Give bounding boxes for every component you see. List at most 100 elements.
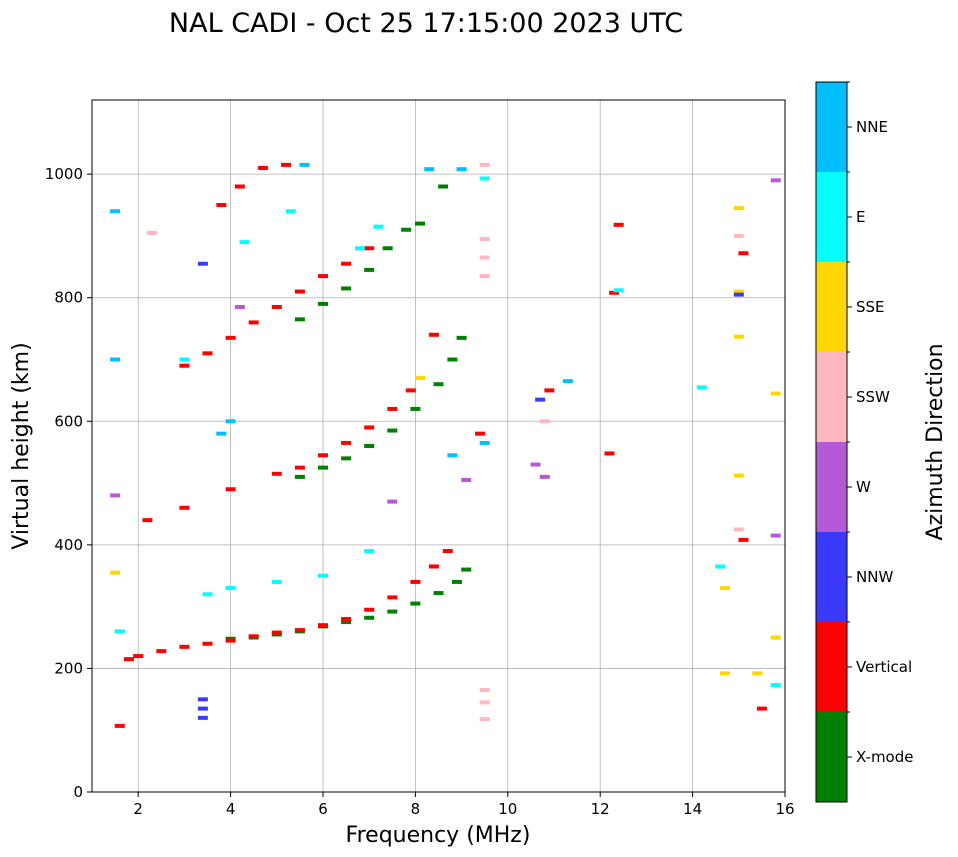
echo-point-vertical xyxy=(225,487,236,492)
echo-point-xmode xyxy=(341,620,352,625)
x-tick-label: 6 xyxy=(318,800,328,818)
echo-point-vertical xyxy=(202,351,213,356)
echo-point-xmode xyxy=(387,609,398,614)
echo-point-nne xyxy=(110,209,121,214)
echo-point-xmode xyxy=(364,267,375,272)
echo-point-sse xyxy=(770,635,781,640)
echo-point-e xyxy=(114,629,125,634)
y-axis-label: Virtual height (km) xyxy=(9,342,34,549)
x-tick-label: 14 xyxy=(683,800,702,818)
colorbar-tick-label: NNE xyxy=(856,118,888,136)
echo-point-nne xyxy=(299,162,310,167)
echo-point-vertical xyxy=(364,246,375,251)
echo-point-vertical xyxy=(271,304,282,309)
echo-point-ssw xyxy=(539,419,550,424)
echo-point-e xyxy=(318,573,328,578)
echo-point-vertical xyxy=(756,706,767,711)
echo-point-vertical xyxy=(114,723,125,728)
echo-point-ssw xyxy=(479,688,490,693)
echo-point-w xyxy=(539,474,550,479)
y-tick-label: 1000 xyxy=(45,165,83,183)
echo-point-vertical xyxy=(428,332,439,337)
colorbar-tick-label: W xyxy=(856,478,871,496)
x-tick-label: 10 xyxy=(498,800,517,818)
echo-point-vertical xyxy=(738,251,749,256)
echo-point-nne xyxy=(562,379,573,384)
echo-point-vertical xyxy=(179,644,190,649)
echo-point-vertical xyxy=(179,505,190,510)
echo-point-vertical xyxy=(225,335,236,340)
echo-point-xmode xyxy=(382,246,393,251)
echo-point-vertical xyxy=(271,471,282,476)
x-tick-label: 8 xyxy=(411,800,421,818)
echo-point-xmode xyxy=(456,335,467,340)
y-axis-ticks: 0 200 400 600 800 1000 xyxy=(45,165,92,801)
colorbar-tick-label: E xyxy=(856,208,865,226)
echo-point-xmode xyxy=(341,456,352,461)
echo-point-vertical xyxy=(410,579,421,584)
x-axis-ticks: 2 4 6 8 10 12 14 16 xyxy=(133,792,795,818)
echo-point-e xyxy=(715,564,726,569)
echo-point-w xyxy=(110,493,121,498)
echo-point-xmode xyxy=(387,428,398,433)
echo-point-e xyxy=(770,683,781,688)
echo-point-xmode xyxy=(318,465,328,470)
echo-point-e xyxy=(373,224,384,229)
echo-point-ssw xyxy=(479,162,490,167)
echo-point-vertical xyxy=(364,607,375,612)
echo-point-vertical xyxy=(318,623,328,628)
colorbar-swatch-nne xyxy=(816,82,847,172)
echo-point-sse xyxy=(770,391,781,396)
echo-point-xmode xyxy=(433,382,444,387)
echo-point-xmode xyxy=(294,317,305,322)
echo-point-vertical xyxy=(738,537,749,542)
echo-point-sse xyxy=(415,376,426,381)
colorbar-swatch-ssw xyxy=(816,352,847,442)
echo-point-xmode xyxy=(318,301,328,306)
colorbar-tick-label: X-mode xyxy=(856,748,913,766)
echo-point-e xyxy=(225,586,236,591)
plot-frame xyxy=(91,99,786,793)
echo-point-vertical xyxy=(318,453,328,458)
echo-point-xmode xyxy=(341,286,352,291)
echo-point-w xyxy=(770,533,781,538)
echo-point-e xyxy=(271,579,282,584)
echo-point-sse xyxy=(110,570,121,575)
colorbar-tick-label: NNW xyxy=(856,568,893,586)
echo-point-xmode xyxy=(415,221,426,226)
echo-point-vertical xyxy=(142,518,153,523)
echo-point-sse xyxy=(733,473,744,478)
echo-point-ssw xyxy=(479,274,490,279)
echo-point-ssw xyxy=(479,237,490,242)
echo-point-e xyxy=(202,592,213,597)
echo-point-xmode xyxy=(461,567,472,572)
echo-point-vertical xyxy=(387,595,398,600)
echo-point-vertical xyxy=(609,290,620,295)
echo-point-ssw xyxy=(147,230,158,235)
echo-point-vertical xyxy=(405,388,416,393)
echo-point-vertical xyxy=(341,440,352,445)
echo-point-e xyxy=(696,385,707,390)
echo-point-w xyxy=(234,304,245,309)
echo-point-nne xyxy=(479,440,490,445)
echo-marks xyxy=(110,162,781,728)
colorbar-swatch-sse xyxy=(816,262,847,352)
colorbar-swatch-w xyxy=(816,442,847,532)
colorbar-tick-label: Vertical xyxy=(856,658,912,676)
x-tick-label: 4 xyxy=(226,800,236,818)
echo-point-vertical xyxy=(387,406,398,411)
echo-point-vertical xyxy=(281,162,292,167)
echo-point-vertical xyxy=(364,425,375,430)
echo-point-vertical xyxy=(257,165,268,170)
chart-title: NAL CADI - Oct 25 17:15:00 2023 UTC xyxy=(169,8,683,39)
echo-point-nne xyxy=(110,357,121,362)
echo-point-xmode xyxy=(401,227,412,232)
echo-point-vertical xyxy=(216,203,227,208)
echo-point-nne xyxy=(456,167,467,172)
grid-lines xyxy=(92,100,786,793)
echo-point-vertical xyxy=(294,465,305,470)
echo-point-w xyxy=(530,462,541,467)
echo-point-w xyxy=(770,178,781,183)
echo-point-ssw xyxy=(479,700,490,705)
echo-point-ssw xyxy=(479,255,490,260)
